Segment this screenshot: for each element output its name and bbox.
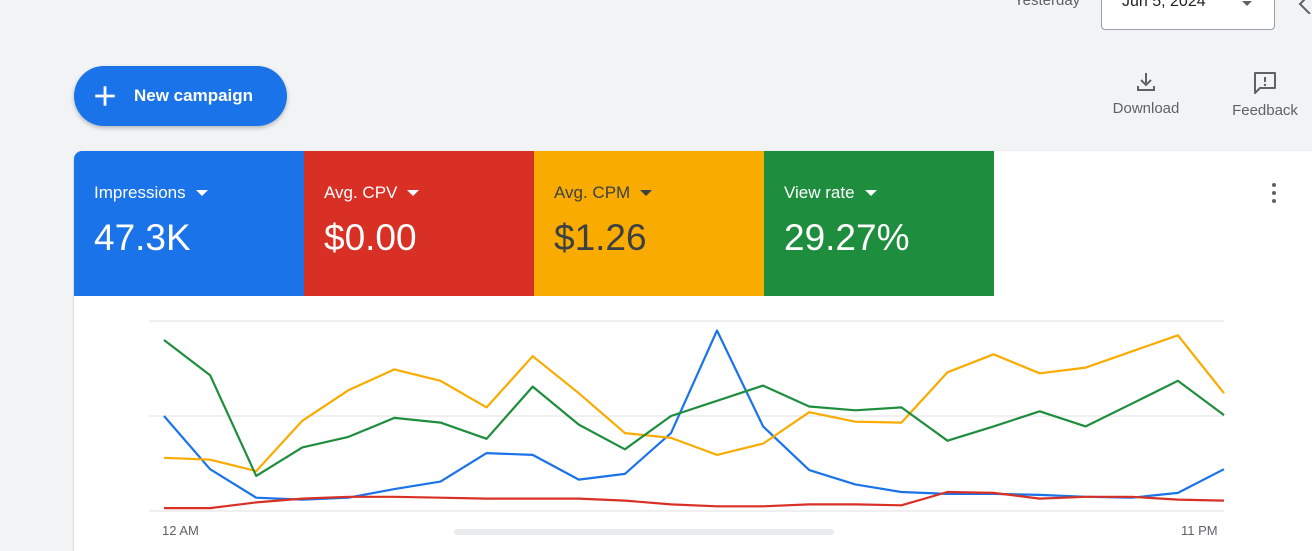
metric-tile-view-rate[interactable]: View rate 29.27%	[764, 151, 994, 296]
chart-series-line-0	[163, 329, 1225, 501]
chevron-down-icon	[1242, 1, 1252, 6]
dropdown-arrow-icon	[640, 190, 653, 196]
metric-value: 29.27%	[784, 217, 910, 258]
x-tick-label-end: 11 PM	[1181, 523, 1218, 538]
more-options-icon[interactable]	[1264, 183, 1284, 209]
chart-scroll-indicator	[454, 529, 834, 535]
dropdown-arrow-icon	[195, 190, 208, 196]
chart-series-line-1	[164, 490, 1225, 510]
performance-line-chart: 12 AM 11 PM	[149, 320, 1225, 538]
chevron-left-icon[interactable]	[1296, 0, 1312, 14]
new-campaign-button[interactable]: New campaign	[74, 66, 287, 126]
dropdown-arrow-icon	[407, 190, 420, 196]
download-icon	[1137, 73, 1155, 91]
metric-name: Avg. CPV	[324, 183, 534, 203]
plus-icon	[95, 86, 115, 106]
metric-value: $1.26	[554, 217, 647, 258]
metric-value: $0.00	[324, 217, 417, 258]
download-label: Download	[1112, 100, 1180, 117]
date-range-value: Jun 5, 2024	[1122, 0, 1206, 10]
chart-series-line-3	[163, 339, 1225, 477]
date-range-dropdown[interactable]: Jun 5, 2024	[1101, 0, 1275, 30]
chart-series-line-2	[163, 334, 1225, 473]
feedback-label: Feedback	[1232, 102, 1298, 119]
feedback-button[interactable]: Feedback	[1226, 70, 1304, 119]
date-range-label: Yesterday	[1014, 0, 1081, 9]
metric-tile-avg-cpv[interactable]: Avg. CPV $0.00	[304, 151, 534, 296]
dropdown-arrow-icon	[864, 190, 877, 196]
metric-tile-avg-cpm[interactable]: Avg. CPM $1.26	[534, 151, 764, 296]
performance-card: Impressions 47.3K Avg. CPV $0.00 Avg. CP…	[74, 151, 1312, 551]
x-tick-label-start: 12 AM	[162, 523, 199, 538]
metric-name: View rate	[784, 183, 994, 203]
metric-value: 47.3K	[94, 217, 191, 258]
metric-tile-impressions[interactable]: Impressions 47.3K	[74, 151, 304, 296]
metric-name: Impressions	[94, 183, 304, 203]
new-campaign-label: New campaign	[134, 86, 254, 105]
feedback-icon	[1254, 72, 1276, 94]
metric-name: Avg. CPM	[554, 183, 764, 203]
download-button[interactable]: Download	[1108, 70, 1184, 117]
